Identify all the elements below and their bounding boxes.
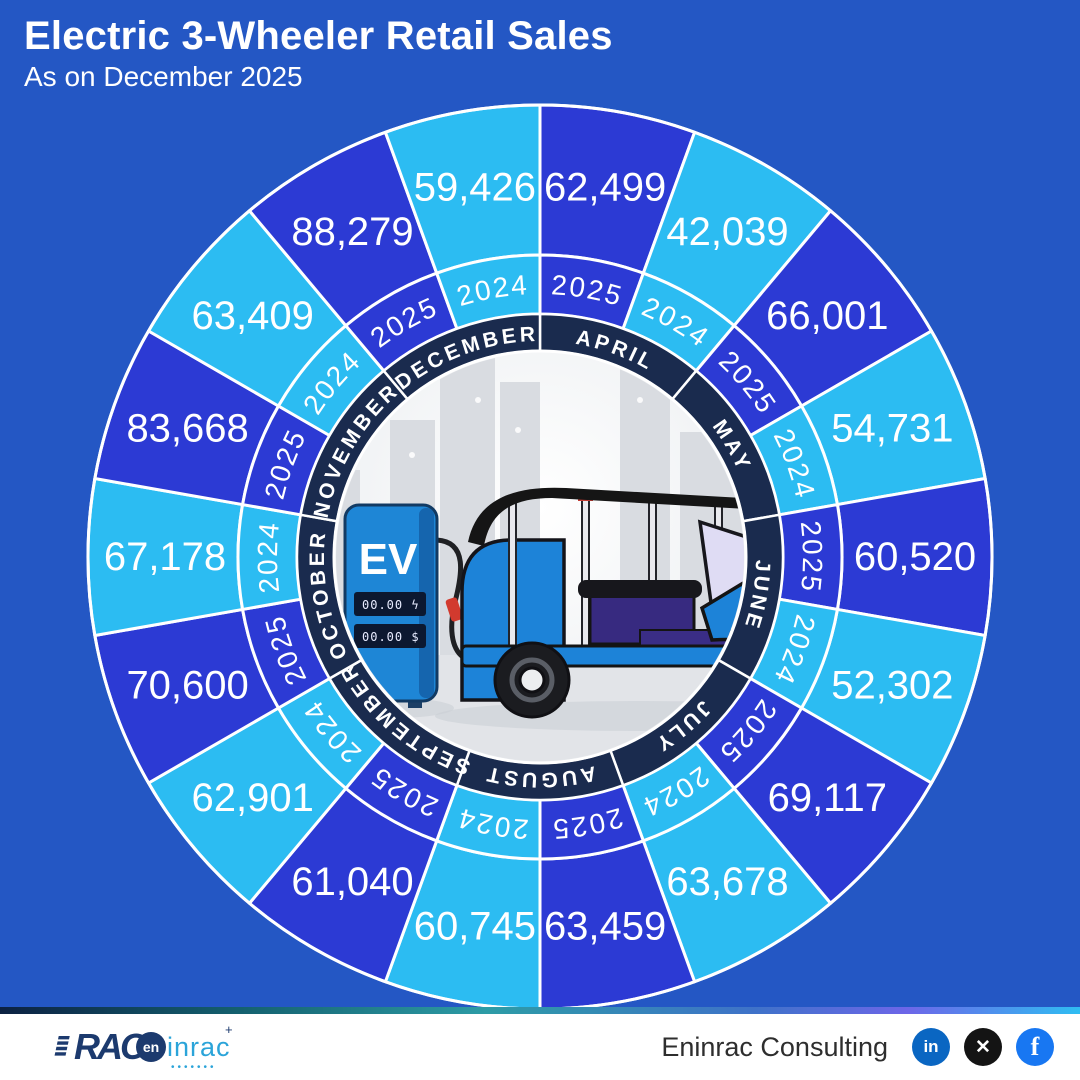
footer-right: Eninrac Consulting in ✕ f <box>661 1028 1054 1066</box>
footer: RAC en inrac + ••••••• Eninrac Consultin… <box>0 1007 1080 1080</box>
brand-circle: en <box>136 1032 166 1062</box>
value-label-may-2024: 54,731 <box>831 407 953 451</box>
value-label-september-2025: 61,040 <box>291 860 413 904</box>
center-illustration: EV 00.00 ϟ 00.00 $ <box>336 353 744 761</box>
value-label-april-2025: 62,499 <box>544 166 666 210</box>
year-segment-october-2024 <box>236 503 303 611</box>
facebook-icon[interactable]: f <box>1016 1028 1054 1066</box>
brand-logo: RAC en inrac + ••••••• <box>54 1022 233 1073</box>
x-twitter-icon[interactable]: ✕ <box>964 1028 1002 1066</box>
brand-logo-icon <box>54 1036 70 1056</box>
page-title: Electric 3-Wheeler Retail Sales <box>24 14 613 58</box>
brand-rest-text: inrac <box>167 1031 231 1062</box>
value-label-april-2024: 42,039 <box>666 210 788 254</box>
company-name: Eninrac Consulting <box>661 1031 888 1062</box>
value-label-august-2024: 60,745 <box>414 904 536 948</box>
brand-rac-text: RAC <box>74 1026 146 1067</box>
charger-screen-2: 00.00 $ <box>362 630 420 644</box>
value-label-june-2024: 52,302 <box>831 663 953 707</box>
value-label-december-2025: 88,279 <box>291 210 413 254</box>
value-label-july-2025: 69,117 <box>768 776 887 820</box>
value-label-november-2025: 83,668 <box>126 407 248 451</box>
value-label-august-2025: 63,459 <box>544 904 666 948</box>
skyline-windows <box>409 397 643 458</box>
year-segment-june-2025 <box>777 503 844 611</box>
ev-label: EV <box>359 535 418 584</box>
value-label-july-2024: 63,678 <box>666 860 788 904</box>
value-label-december-2024: 59,426 <box>414 166 536 210</box>
brand-circle-text: en <box>142 1039 160 1055</box>
value-label-june-2025: 60,520 <box>854 535 976 579</box>
value-label-october-2025: 70,600 <box>126 663 248 707</box>
header: Electric 3-Wheeler Retail Sales As on De… <box>24 14 613 93</box>
value-label-november-2024: 63,409 <box>192 294 314 338</box>
value-label-may-2025: 66,001 <box>766 294 888 338</box>
linkedin-icon[interactable]: in <box>912 1028 950 1066</box>
ev-charger: EV 00.00 ϟ 00.00 $ <box>343 503 465 708</box>
radial-chart-rings: 62,499202542,0392024APRIL66,001202554,73… <box>86 103 994 1011</box>
page-subtitle: As on December 2025 <box>24 61 303 92</box>
footer-accent-bar <box>0 1007 1080 1014</box>
brand-wordmark: inrac + ••••••• <box>167 1022 233 1073</box>
charging-plug <box>445 597 463 622</box>
charger-screen-1: 00.00 ϟ <box>362 598 420 612</box>
brand-dots: ••••••• <box>171 1061 217 1073</box>
value-label-september-2024: 62,901 <box>192 776 314 820</box>
brand-star-icon: + <box>224 1021 233 1037</box>
value-label-october-2024: 67,178 <box>104 535 226 579</box>
